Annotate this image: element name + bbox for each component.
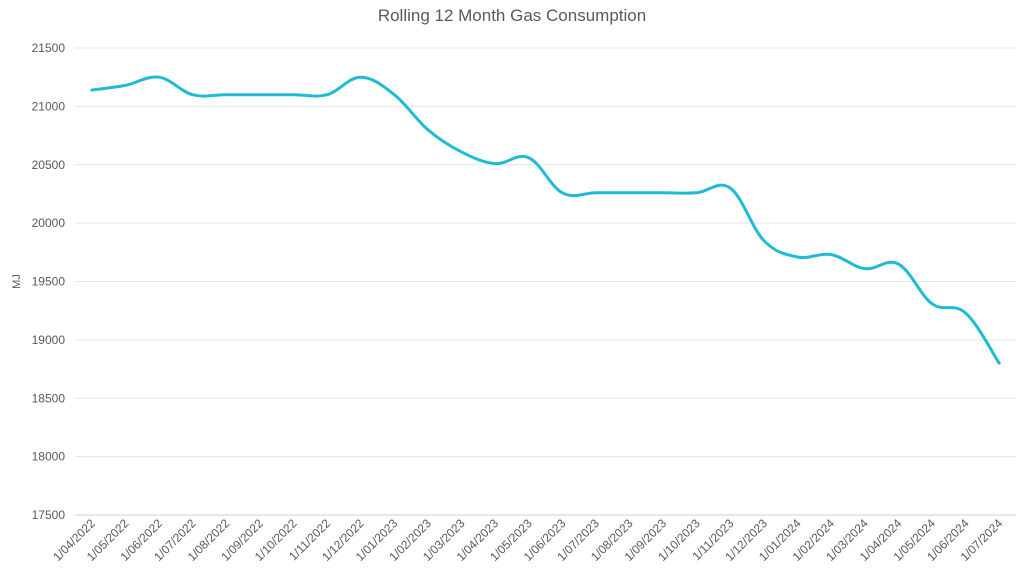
y-axis-label: MJ (11, 274, 23, 289)
x-axis-ticks: 1/04/20221/05/20221/06/20221/07/20221/08… (50, 516, 1005, 564)
y-tick-label: 19000 (32, 333, 66, 347)
series-layer (90, 75, 1001, 365)
gridlines (75, 47, 1016, 516)
y-tick-label: 19500 (32, 275, 66, 289)
series-line (90, 75, 1001, 365)
y-tick-label: 18500 (32, 391, 66, 405)
y-axis-ticks: 17500 18000 18500 19000 19500 20000 20500 21000… (32, 41, 66, 522)
chart-title: Rolling 12 Month Gas Consumption (377, 6, 647, 25)
y-tick-label: 21500 (32, 41, 66, 55)
y-tick-label: 18000 (32, 450, 66, 464)
y-tick-label: 17500 (32, 508, 66, 522)
y-tick-label: 20000 (32, 216, 66, 230)
y-tick-label: 20500 (32, 158, 66, 172)
y-tick-label: 21000 (32, 99, 66, 113)
